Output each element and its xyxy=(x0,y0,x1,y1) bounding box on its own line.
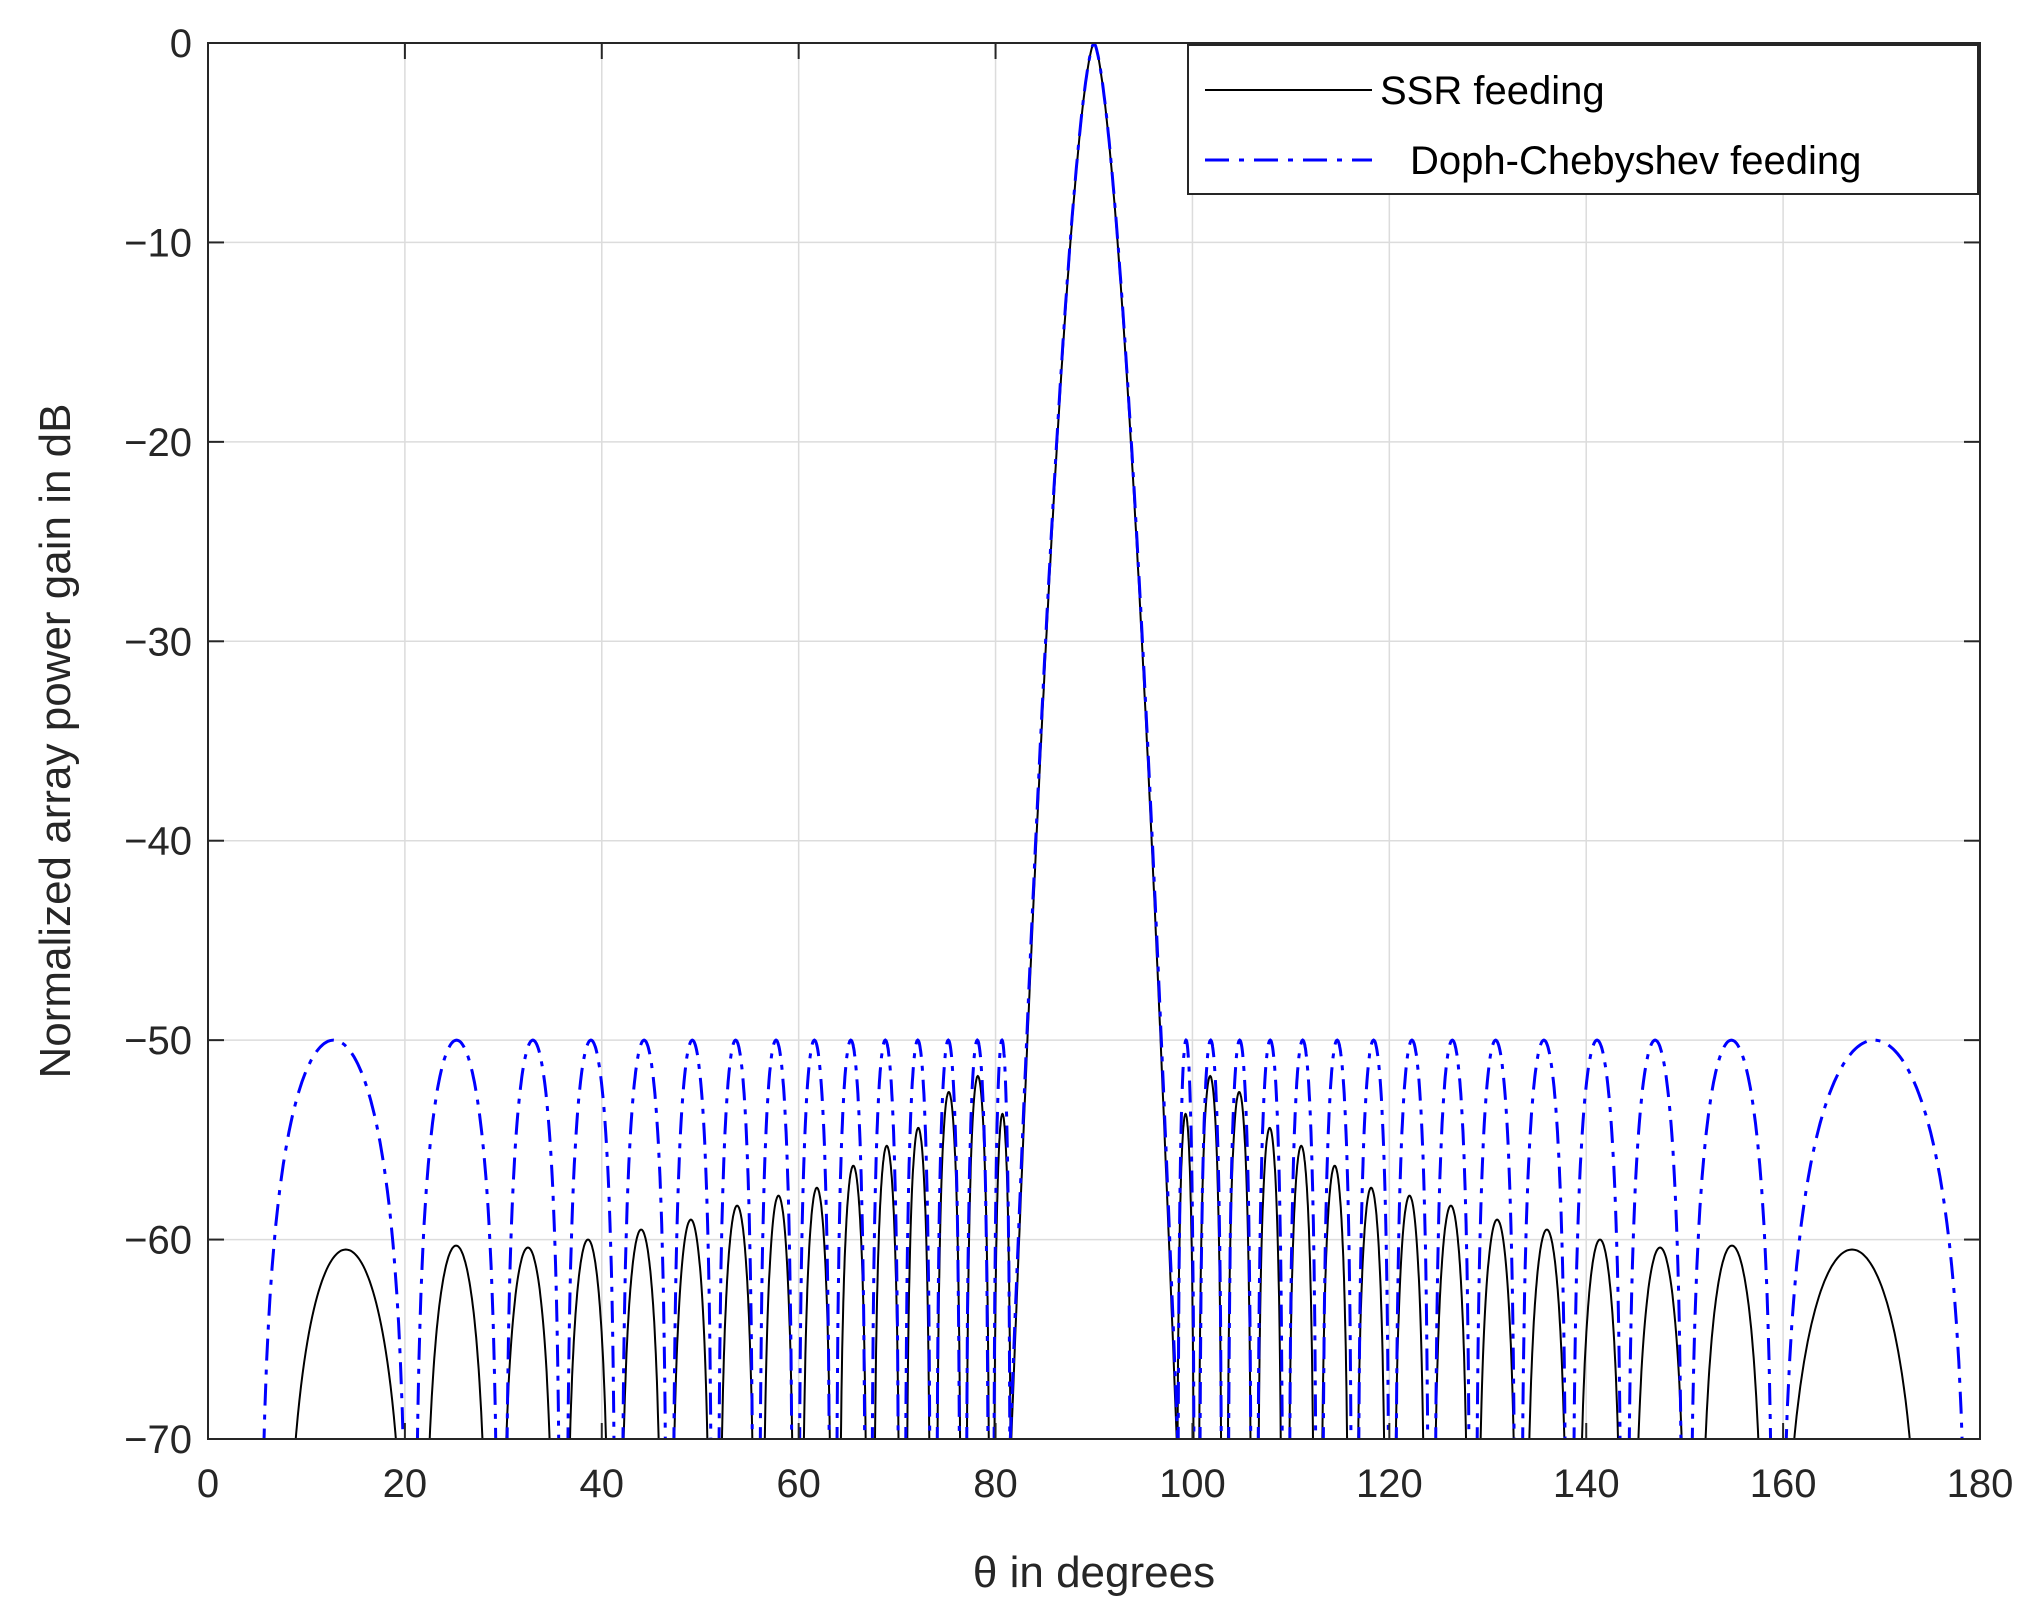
sidelobe xyxy=(1357,1038,1390,1439)
sidelobe xyxy=(839,1164,867,1439)
y-tick-label: −10 xyxy=(124,221,192,265)
sidelobe xyxy=(1227,1038,1253,1439)
x-tick-label: 160 xyxy=(1750,1462,1817,1506)
sidelobe xyxy=(1176,1038,1196,1439)
sidelobe xyxy=(505,1038,561,1439)
series-ssr xyxy=(294,43,1911,1439)
sidelobe xyxy=(1572,1038,1622,1439)
x-tick-label: 0 xyxy=(197,1462,219,1506)
sidelobe xyxy=(1627,1038,1683,1439)
series-layer xyxy=(262,43,1964,1439)
y-tick-label: −20 xyxy=(124,421,192,465)
sidelobe xyxy=(1479,1218,1515,1439)
sidelobe xyxy=(1637,1246,1683,1439)
y-tick-label: 0 xyxy=(170,22,192,66)
sidelobe xyxy=(1704,1244,1760,1439)
sidelobe xyxy=(621,1038,667,1439)
sidelobe xyxy=(1256,1038,1284,1439)
sidelobe xyxy=(992,1038,1012,1439)
y-tick-label: −40 xyxy=(124,820,192,864)
x-tick-label: 60 xyxy=(776,1462,821,1506)
sidelobe xyxy=(672,1038,713,1439)
series-chebyshev xyxy=(262,43,1964,1439)
sidelobe xyxy=(965,1038,990,1439)
sidelobe xyxy=(717,1038,754,1439)
x-tick-label: 40 xyxy=(580,1462,625,1506)
sidelobe xyxy=(720,1204,754,1439)
x-tick-labels: 0 20 40 60 80 100 120 140 160 180 xyxy=(197,1462,2014,1506)
sidelobe xyxy=(1394,1194,1425,1439)
sidelobe xyxy=(1521,1038,1567,1439)
sidelobe xyxy=(1198,1074,1223,1439)
sidelobe xyxy=(1321,1164,1349,1439)
x-tick-label: 180 xyxy=(1947,1462,2014,1506)
x-tick-label: 140 xyxy=(1553,1462,1620,1506)
sidelobe xyxy=(1434,1204,1468,1439)
y-tick-label: −70 xyxy=(124,1418,192,1462)
sidelobe xyxy=(428,1244,484,1439)
sidelobe xyxy=(622,1228,660,1439)
legend: SSR feeding Doph-Chebyshev feeding xyxy=(1187,44,1979,195)
axes-box xyxy=(207,42,1981,1440)
x-tick-label: 100 xyxy=(1159,1462,1226,1506)
sidelobe xyxy=(1394,1038,1430,1439)
sidelobe xyxy=(1690,1038,1773,1439)
sidelobe xyxy=(1257,1126,1282,1439)
legend-box xyxy=(1187,44,1979,195)
plot-area xyxy=(208,43,1980,1439)
y-tick-label: −60 xyxy=(124,1219,192,1263)
y-tick-label: −30 xyxy=(124,620,192,664)
x-tick-label: 20 xyxy=(383,1462,428,1506)
y-tick-labels: 0 −10 −20 −30 −40 −50 −60 −70 xyxy=(124,22,192,1462)
sidelobe xyxy=(1321,1038,1353,1439)
x-axis-label: θ in degrees xyxy=(973,1548,1215,1597)
y-tick-label: −50 xyxy=(124,1019,192,1063)
sidelobe xyxy=(505,1246,551,1439)
sidelobe xyxy=(415,1038,498,1439)
sidelobe xyxy=(1528,1228,1566,1439)
sidelobe xyxy=(904,1038,932,1439)
y-axis-label: Normalized array power gain in dB xyxy=(31,404,80,1079)
legend-label-ssr: SSR feeding xyxy=(1380,69,1605,113)
sidelobe xyxy=(1434,1038,1471,1439)
sidelobe xyxy=(569,1238,607,1439)
x-tick-label: 80 xyxy=(973,1462,1018,1506)
sidelobe xyxy=(1288,1038,1318,1439)
sidelobe xyxy=(262,1038,405,1439)
sidelobe xyxy=(1475,1038,1516,1439)
sidelobe xyxy=(935,1038,961,1439)
sidelobe xyxy=(1198,1038,1223,1439)
sidelobe xyxy=(835,1038,867,1439)
sidelobe xyxy=(906,1126,931,1439)
sidelobe xyxy=(758,1038,794,1439)
legend-label-chebyshev: Doph-Chebyshev feeding xyxy=(1410,139,1861,183)
sidelobe xyxy=(1793,1248,1911,1439)
sidelobe xyxy=(870,1038,900,1439)
sidelobe xyxy=(294,1248,397,1439)
sidelobe xyxy=(965,1074,990,1439)
sidelobe xyxy=(798,1038,831,1439)
main-lobe xyxy=(1008,43,1180,1439)
x-tick-label: 120 xyxy=(1356,1462,1423,1506)
sidelobe xyxy=(673,1218,709,1439)
sidelobe xyxy=(566,1038,616,1439)
sidelobe xyxy=(1581,1238,1619,1439)
